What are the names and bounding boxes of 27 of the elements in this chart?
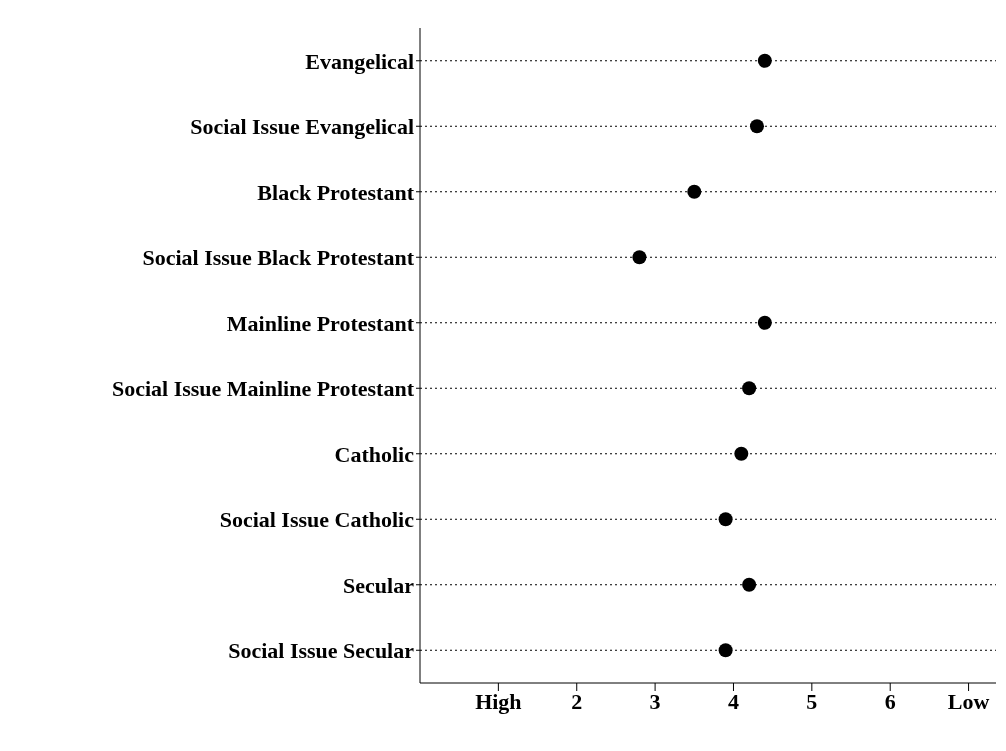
y-tick-label: Social Issue Catholic [219,507,415,533]
point [757,315,772,330]
y-tick-label: Evangelical [305,48,414,74]
y-tick-label: Social Issue Secular [228,638,415,664]
y-tick-label: Secular [343,572,415,598]
point [718,643,733,658]
y-tick-label: Social Issue Evangelical [190,114,414,140]
y-tick-label: Social Issue Black Protestant [142,245,415,271]
y-tick-label: Mainline Protestant [226,310,415,336]
y-tick-label: Black Protestant [257,179,415,205]
y-tick-label: Social Issue Mainline Protestant [111,376,415,402]
point [742,577,757,592]
point [749,119,764,134]
x-tick-label: 6 [884,688,896,714]
x-tick-label: 2 [571,688,583,714]
point [632,250,647,265]
point [734,446,749,461]
x-tick-label: Low [947,688,990,714]
point [687,184,702,199]
x-tick-label: 4 [727,688,739,714]
x-tick-label: High [475,688,522,714]
x-tick-label: 5 [806,688,818,714]
point [742,381,757,396]
y-tick-label: Catholic [334,441,415,467]
x-tick-label: 3 [649,688,661,714]
point [757,53,772,68]
point [718,512,733,527]
